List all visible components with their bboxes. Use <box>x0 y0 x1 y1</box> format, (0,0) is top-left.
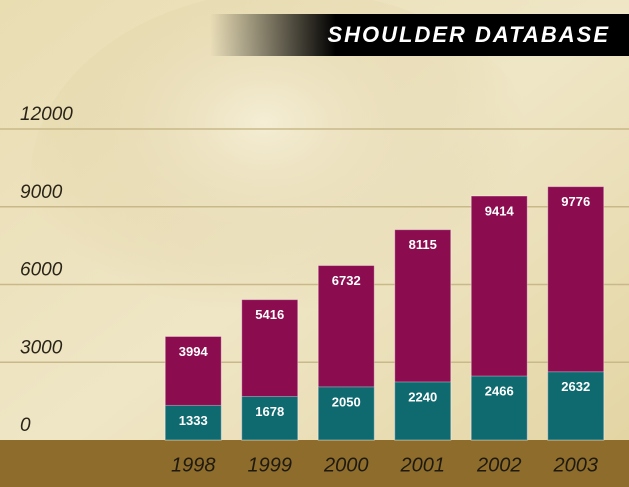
y-tick-label: 0 <box>20 415 31 436</box>
value-label: 2466 <box>485 384 514 399</box>
value-label: 6732 <box>332 273 361 288</box>
chart-title: SHOULDER DATABASE <box>327 22 610 47</box>
value-label: 8115 <box>409 237 437 252</box>
x-tick-label: 1998 <box>171 454 216 476</box>
bar <box>241 396 299 441</box>
value-label: 9776 <box>561 194 590 209</box>
value-label: 5416 <box>255 307 284 322</box>
bar <box>470 375 528 441</box>
y-tick-label: 12000 <box>20 104 73 125</box>
bar <box>317 386 375 441</box>
x-tick-label: 1999 <box>248 454 293 476</box>
x-tick-label: 2003 <box>553 454 599 476</box>
bar <box>164 404 222 441</box>
bar <box>547 371 605 441</box>
x-tick-label: 2002 <box>476 454 522 476</box>
x-tick-label: 2000 <box>323 454 369 476</box>
value-label: 3994 <box>179 344 209 359</box>
y-tick-label: 3000 <box>20 337 63 358</box>
title-banner <box>210 14 629 56</box>
value-label: 2632 <box>561 379 590 394</box>
value-label: 9414 <box>485 203 515 218</box>
value-label: 1333 <box>179 413 208 428</box>
value-label: 2050 <box>332 394 361 409</box>
x-tick-label: 2001 <box>400 454 446 476</box>
value-label: 1678 <box>255 404 284 419</box>
axis-band <box>0 440 629 487</box>
y-tick-label: 9000 <box>20 182 63 203</box>
bar <box>394 381 452 441</box>
value-label: 2240 <box>408 389 437 404</box>
y-tick-label: 6000 <box>20 260 63 281</box>
